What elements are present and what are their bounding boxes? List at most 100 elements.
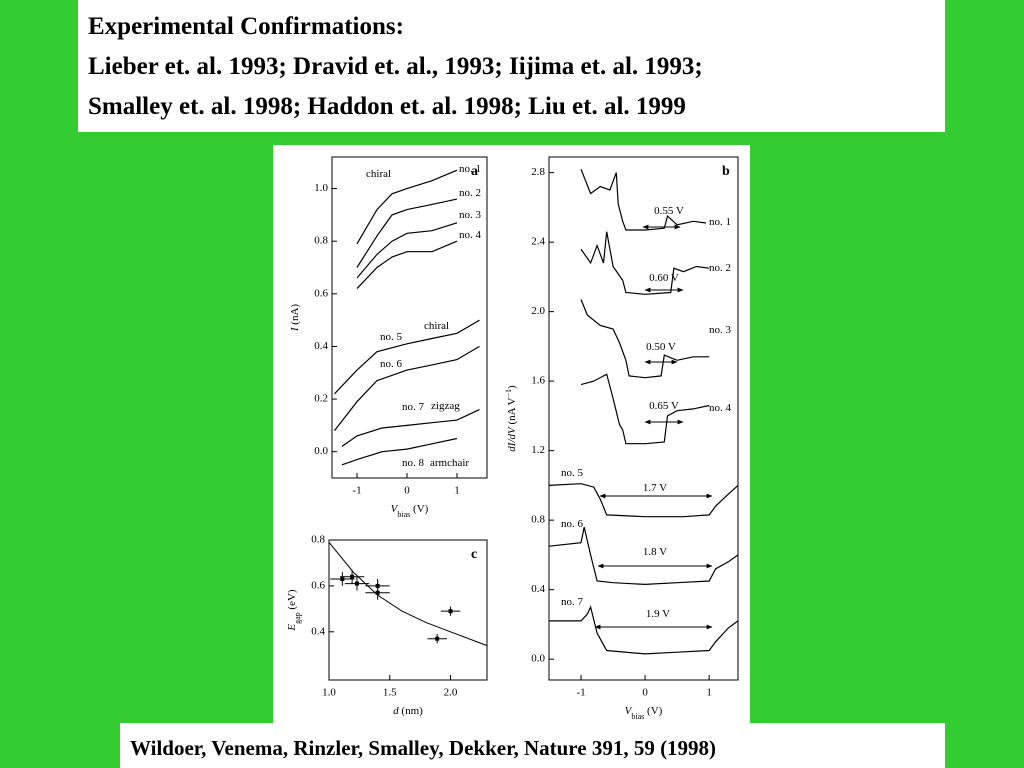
curve xyxy=(356,198,458,268)
label-part: (nA) xyxy=(289,304,301,328)
y-tick-label: 0.6 xyxy=(314,287,328,299)
plot-frame xyxy=(328,539,488,681)
y-tick-label: 1.0 xyxy=(314,182,328,194)
label-part: gap xyxy=(293,612,302,624)
y-tick-label: 1.2 xyxy=(531,444,545,456)
x-tick-label: 0 xyxy=(404,485,410,497)
series-label: no. 3 xyxy=(459,209,482,221)
series-label: no. 6 xyxy=(561,518,584,530)
point xyxy=(435,636,440,641)
series-label: no. 7 xyxy=(561,596,584,608)
citation: Wildoer, Venema, Rinzler, Smalley, Dekke… xyxy=(130,736,716,760)
x-tick-label: 1.5 xyxy=(383,687,397,699)
x-tick-label: 0 xyxy=(642,687,648,699)
plot-frame xyxy=(331,156,488,479)
label-part: −1 xyxy=(504,389,513,398)
y-axis-label: dI/dV (nA V−1) xyxy=(504,385,519,452)
label-part: I xyxy=(289,326,301,332)
point xyxy=(350,574,355,579)
y-tick-label: 0.4 xyxy=(531,583,545,595)
x-tick-label: 2.0 xyxy=(444,687,458,699)
gap-label: 0.60 V xyxy=(649,272,679,284)
y-tick-label: 0.8 xyxy=(314,235,328,247)
header-line: Experimental Confirmations: xyxy=(88,13,404,40)
curve xyxy=(356,240,458,290)
series-label: no. 6 xyxy=(380,358,403,370)
gap-label: 0.50 V xyxy=(646,341,676,353)
curve xyxy=(580,168,707,231)
gap-label: 0.55 V xyxy=(654,205,684,217)
series-label: no. 7 xyxy=(402,401,425,413)
y-tick-label: 0.4 xyxy=(314,340,328,352)
label-part: V xyxy=(625,705,633,717)
series-label: no. 4 xyxy=(459,229,482,241)
x-axis-label: Vbias (V) xyxy=(391,503,429,519)
label-part: ) xyxy=(506,385,518,389)
label-part: V xyxy=(391,503,399,515)
series-label: no. 3 xyxy=(709,324,732,336)
x-axis-label: d (nm) xyxy=(393,705,423,717)
y-tick-label: 0.4 xyxy=(311,625,325,637)
header-box xyxy=(78,0,945,132)
panel-label: c xyxy=(471,547,477,562)
annotation: zigzag xyxy=(431,400,460,412)
header-line: Lieber et. al. 1993; Dravid et. al., 199… xyxy=(88,53,703,80)
panel-label: a xyxy=(471,164,478,179)
y-tick-label: 2.4 xyxy=(531,236,545,248)
y-tick-label: 0.0 xyxy=(314,445,328,457)
annotation: chiral xyxy=(366,168,391,180)
y-axis-label: I (nA) xyxy=(289,304,301,333)
gap-label: 1.9 V xyxy=(646,608,670,620)
x-tick-label: -1 xyxy=(576,687,585,699)
label-part: bias xyxy=(631,712,644,721)
curve xyxy=(580,231,710,295)
point xyxy=(354,581,359,586)
citation-box xyxy=(120,723,945,768)
plot-frame xyxy=(548,156,739,681)
curve xyxy=(548,526,739,586)
y-tick-label: 2.8 xyxy=(531,166,545,178)
x-tick-label: 1 xyxy=(454,485,460,497)
y-tick-label: 0.6 xyxy=(311,579,325,591)
series-label: no. 2 xyxy=(709,262,731,274)
figure: 0.0 0.2 0.4 0.6 0.8 1.0 -1 0 1 a Vbias (V) I (nA) no… xyxy=(286,156,739,721)
curve xyxy=(341,437,458,466)
curve xyxy=(334,319,480,395)
label-part: d xyxy=(393,705,399,717)
y-tick-label: 0.2 xyxy=(314,393,328,405)
curve xyxy=(356,222,458,279)
series-label: no. 4 xyxy=(709,402,732,414)
gap-label: 0.65 V xyxy=(649,400,679,412)
y-tick-label: 0.8 xyxy=(531,514,545,526)
series-label: no. 8 xyxy=(402,457,425,469)
x-tick-label: 1.0 xyxy=(322,687,336,699)
y-tick-label: 1.6 xyxy=(531,375,545,387)
x-axis-label: Vbias (V) xyxy=(625,705,663,721)
fit-curve xyxy=(328,541,488,647)
label-part: dI/dV xyxy=(506,426,518,452)
point xyxy=(448,609,453,614)
label-part: E xyxy=(286,624,298,632)
y-tick-label: 2.0 xyxy=(531,305,545,317)
series-label: no. 1 xyxy=(709,216,731,228)
curve xyxy=(548,483,739,518)
annotation: armchair xyxy=(430,457,469,469)
label-part: (eV) xyxy=(286,589,298,612)
curve xyxy=(356,169,458,245)
label-part: bias xyxy=(397,510,410,519)
curve xyxy=(334,345,480,431)
label-part: (V) xyxy=(644,705,662,717)
series-label: no. 5 xyxy=(561,467,584,479)
point xyxy=(375,590,380,595)
label-part: (V) xyxy=(410,503,428,515)
curve xyxy=(549,605,739,655)
y-tick-label: 0.0 xyxy=(531,653,545,665)
y-tick-label: 0.8 xyxy=(311,534,325,546)
series-label: no. 1 xyxy=(459,163,481,175)
annotation: chiral xyxy=(424,320,449,332)
series-label: no. 2 xyxy=(459,187,481,199)
y-axis-label: Egap (eV) xyxy=(286,589,302,632)
label-part: (nA V xyxy=(506,397,518,427)
gap-label: 1.7 V xyxy=(643,482,667,494)
